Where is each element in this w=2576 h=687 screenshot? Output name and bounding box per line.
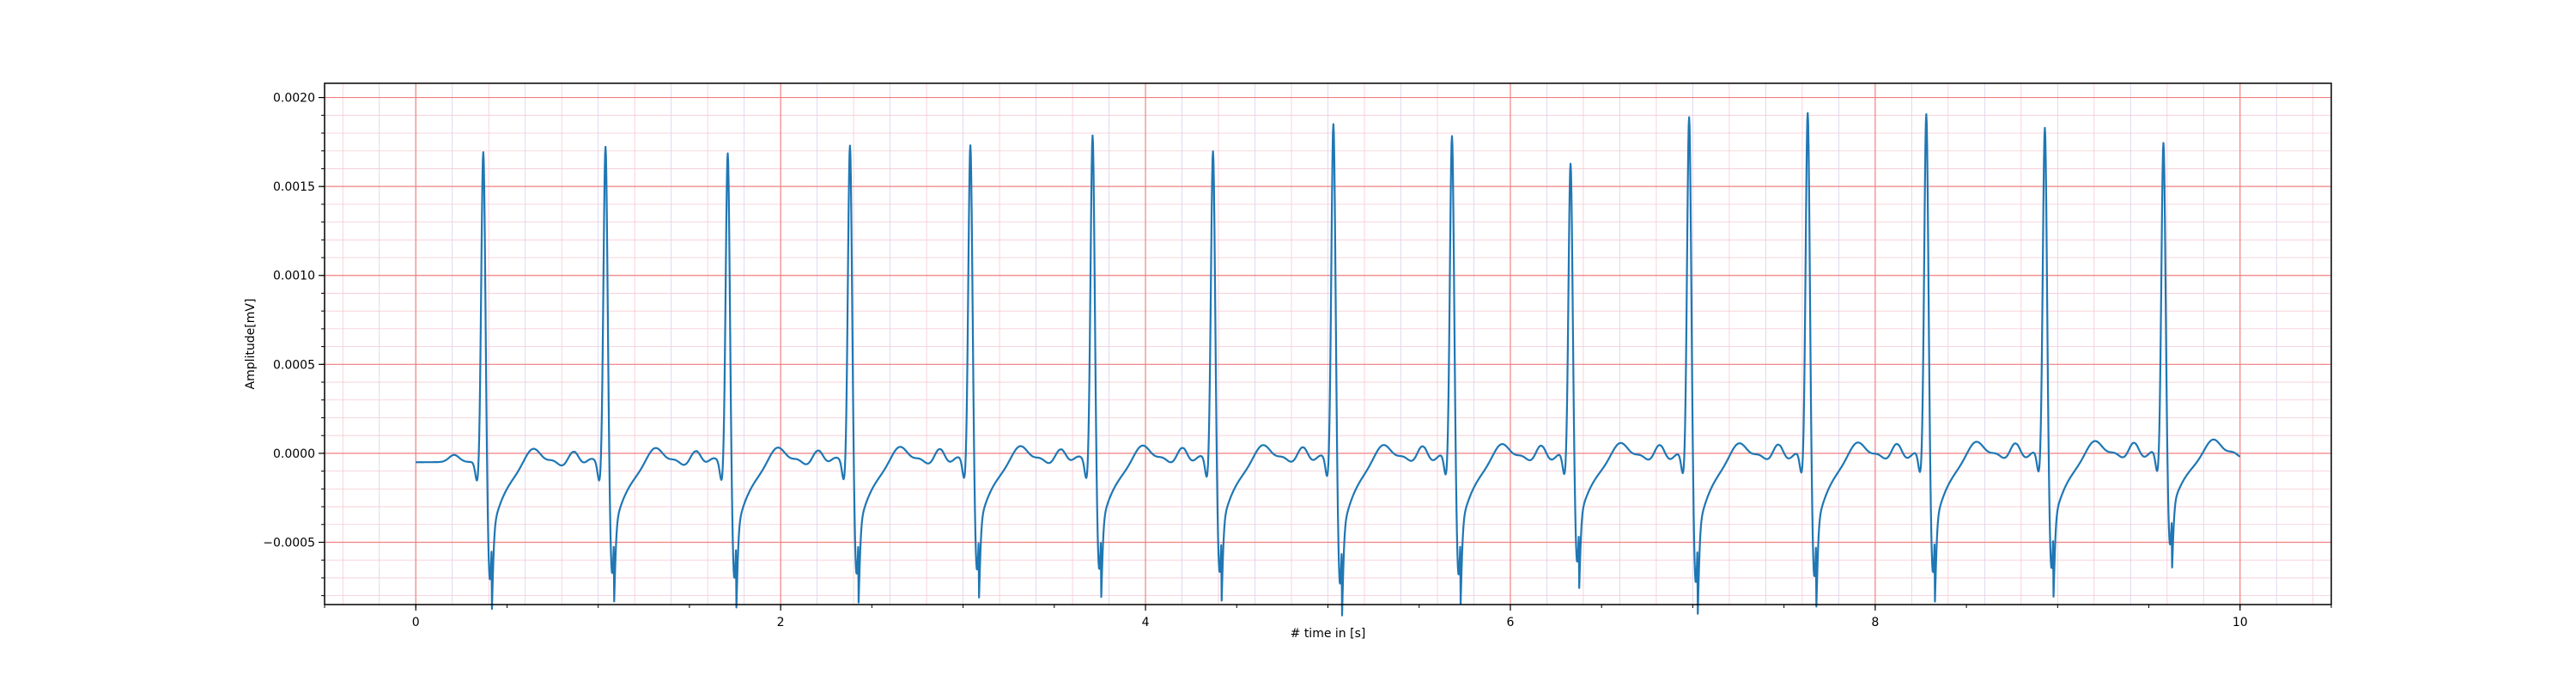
y-tick-label: −0.0005 [263,536,315,550]
y-tick-label: 0.0020 [273,92,315,106]
y-axis-label: Amplitude[mV] [244,299,258,390]
ecg-series-line [415,112,2241,617]
x-axis-label: # time in [s] [1291,627,1366,641]
x-tick-label: 4 [1142,616,1150,629]
y-tick-label: 0.0010 [273,270,315,283]
plot-area [324,82,2332,617]
x-tick-label: 0 [412,616,420,629]
x-tick-label: 10 [2233,616,2248,629]
x-tick-label: 8 [1871,616,1879,629]
y-tick-label: 0.0000 [273,447,315,461]
y-axis: −0.0005 0.0000 0.0005 0.0010 0.0015 0.0020 [263,92,325,597]
y-tick-label: 0.0005 [273,358,315,372]
x-axis: 0 2 4 6 8 10 [324,605,2332,629]
y-tick-label: 0.0015 [273,180,315,194]
x-tick-label: 2 [777,616,785,629]
x-tick-label: 6 [1506,616,1514,629]
